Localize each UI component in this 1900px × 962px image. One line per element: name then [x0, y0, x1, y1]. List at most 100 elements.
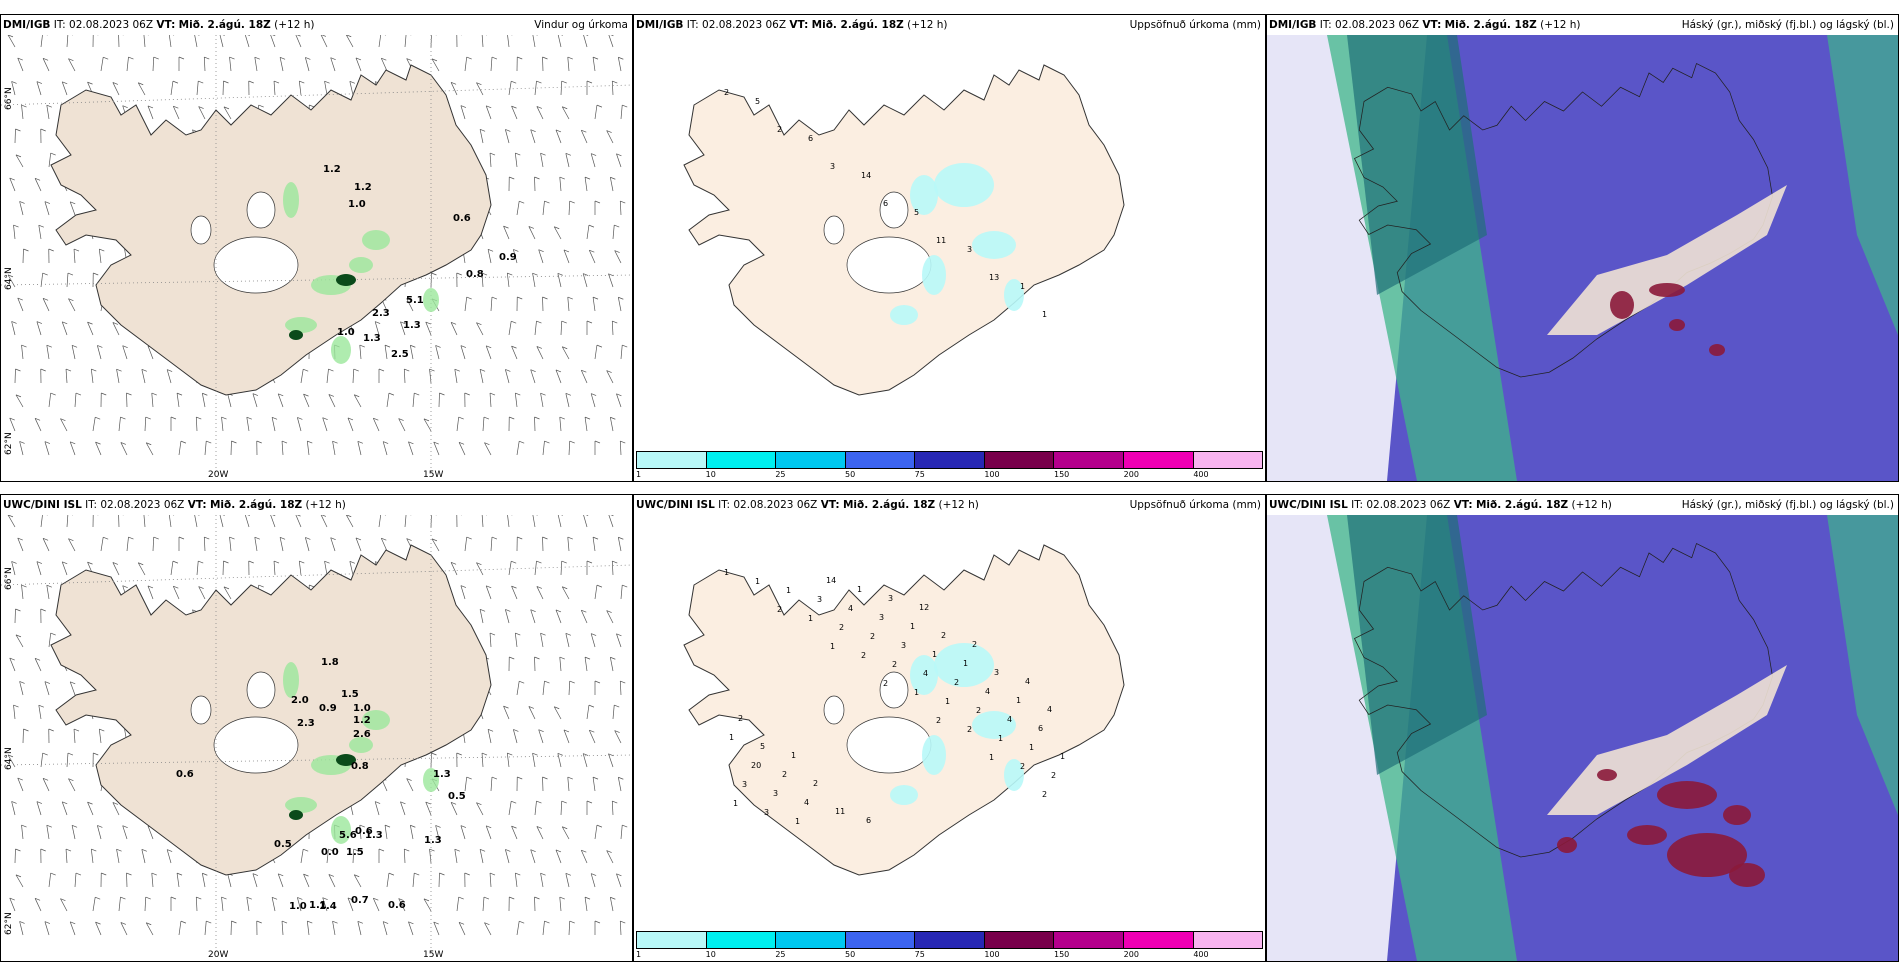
wind-barb-flag: [154, 57, 159, 59]
wind-barb: [513, 729, 517, 743]
wind-barb-flag: [484, 897, 489, 899]
wind-barb-flag: [414, 393, 419, 395]
wind-barb: [620, 201, 621, 215]
wind-barb: [253, 874, 257, 887]
wind-barb: [529, 226, 535, 239]
wind-barb-flag: [101, 393, 106, 395]
wind-barb-flag: [146, 417, 151, 419]
wind-barb: [97, 825, 101, 839]
wind-barb: [153, 57, 154, 71]
wind-barb-flag: [120, 417, 125, 419]
wind-barb-flag: [259, 105, 264, 107]
wind-barb-flag: [22, 105, 27, 107]
wind-barb: [350, 81, 353, 95]
precip-value: 0.5: [448, 791, 466, 802]
wind-barb: [608, 515, 613, 527]
wind-barb-flag: [614, 705, 619, 707]
legend-swatch: [1124, 932, 1194, 948]
wind-barb-flag: [519, 921, 524, 923]
wind-barb: [197, 561, 198, 575]
wind-barb: [67, 515, 68, 527]
wind-barb: [465, 777, 467, 791]
wind-barb: [610, 897, 613, 911]
wind-barb: [465, 537, 467, 551]
model-name: DMI/IGB: [3, 19, 50, 31]
legend-label: 50: [845, 470, 855, 479]
glacier-langjokull: [191, 696, 211, 724]
wind-barb: [568, 537, 569, 551]
wind-barb-flag: [541, 873, 546, 875]
wind-barb: [37, 562, 41, 575]
wind-barb-flag: [22, 585, 27, 587]
init-time: IT: 02.08.2023 06Z: [54, 19, 153, 31]
wind-barb: [113, 562, 119, 575]
wind-barb: [562, 347, 569, 359]
precip-area: [423, 288, 439, 312]
legend-swatch: [637, 452, 707, 468]
precip-total: 2: [892, 660, 897, 669]
wind-barb-flag: [541, 633, 546, 635]
wind-barb: [541, 153, 543, 167]
wind-barb-flag: [128, 57, 133, 59]
wind-barb: [205, 921, 206, 935]
lon-label: 20W: [208, 470, 228, 480]
legend-label: 200: [1124, 470, 1139, 479]
wind-barb-flag: [127, 393, 132, 395]
wind-barb: [169, 35, 171, 47]
wind-barb: [404, 849, 405, 863]
precip-map: 1212212112122112211233242131432413143146…: [634, 515, 1265, 961]
wind-barb-flag: [490, 153, 495, 155]
wind-barb: [387, 873, 389, 887]
wind-barb: [230, 537, 231, 551]
wind-barb: [329, 394, 335, 407]
precip-total: 4: [1007, 715, 1012, 724]
wind-barb: [205, 441, 206, 455]
precip-total: 1: [998, 734, 1003, 743]
wind-barb-flag: [15, 609, 20, 611]
precip-total: 2: [839, 623, 844, 632]
wind-barb-flag: [41, 369, 46, 371]
wind-barb: [301, 849, 303, 863]
wind-barb-flag: [68, 753, 73, 755]
wind-barb: [179, 921, 181, 935]
wind-barb-flag: [117, 849, 122, 851]
precip-total: 2: [738, 714, 743, 723]
precip-value: 0.6: [388, 900, 406, 911]
precip-area-heavy: [289, 810, 303, 820]
wind-barb-flag: [230, 537, 235, 539]
legend-swatch: [1124, 452, 1194, 468]
wind-barb-flag: [120, 897, 125, 899]
wind-barb: [329, 874, 335, 887]
wind-barb-flag: [177, 393, 182, 395]
wind-barb: [476, 323, 483, 335]
wind-barb: [561, 321, 562, 335]
wind-barb: [68, 59, 75, 71]
wind-barb: [22, 345, 23, 359]
wind-barb-flag: [223, 81, 228, 83]
wind-barb: [385, 345, 387, 359]
wind-barb-flag: [507, 753, 512, 755]
wind-barb: [274, 81, 275, 95]
precip-value: 2.5: [391, 349, 409, 360]
wind-barb: [621, 345, 622, 359]
wind-barb: [270, 35, 275, 47]
wind-barb-flag: [480, 849, 485, 851]
precip-total: 2: [1042, 790, 1047, 799]
panel-dmi-precip: DMI/IGB IT: 02.08.2023 06Z VT: Mið. 2.ág…: [633, 14, 1266, 482]
wind-barb-flag: [299, 81, 304, 83]
precip-total: 2: [941, 631, 946, 640]
wind-barb-flag: [103, 537, 108, 539]
precip-value: 1.3: [363, 333, 381, 344]
wind-barb-flag: [93, 753, 98, 755]
wind-barb: [228, 393, 231, 407]
precip-total: 5: [760, 742, 765, 751]
wind-barb-flag: [15, 369, 20, 371]
lat-label: 66°N: [4, 87, 14, 110]
panel-header: UWC/DINI ISL IT: 02.08.2023 06Z VT: Mið.…: [1267, 495, 1898, 515]
wind-barb: [461, 106, 465, 119]
init-time: IT: 02.08.2023 06Z: [1320, 19, 1419, 31]
wind-barb: [39, 225, 41, 239]
precip-total: 3: [773, 789, 778, 798]
glacier-langjokull: [824, 696, 844, 724]
